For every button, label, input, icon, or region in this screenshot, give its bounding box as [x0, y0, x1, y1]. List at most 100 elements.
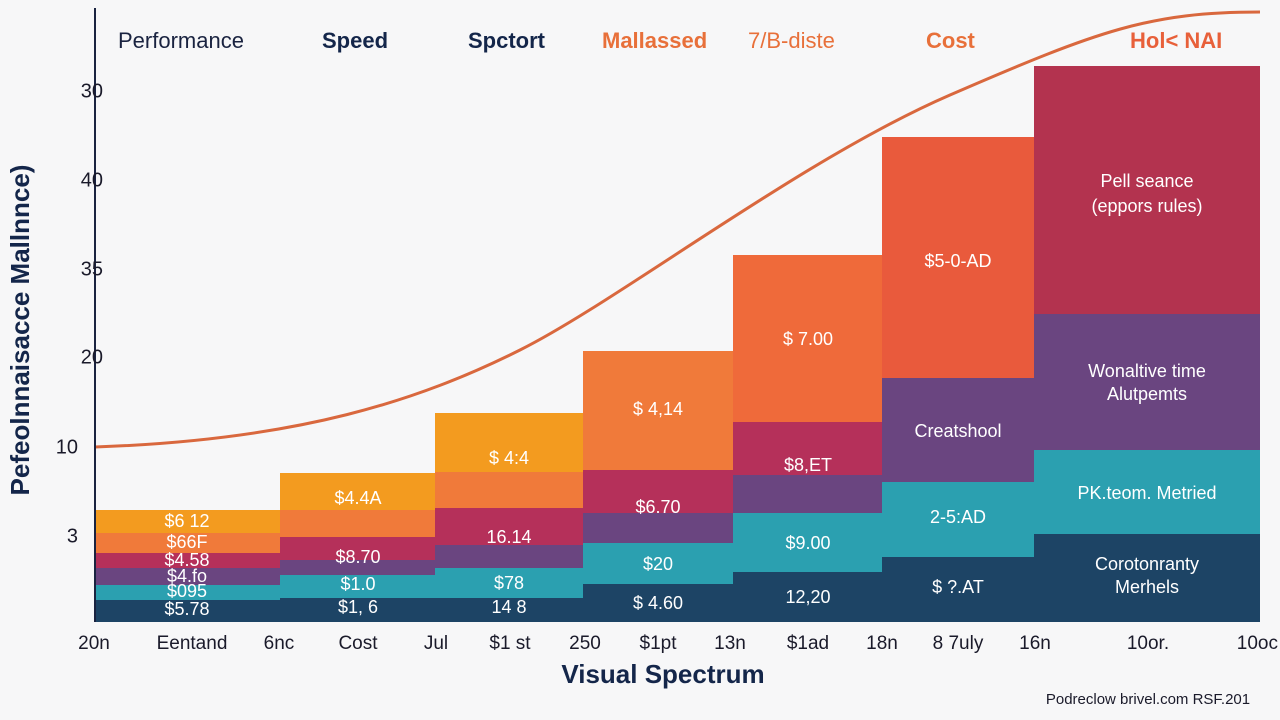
segment [435, 508, 583, 545]
column: $5-0-AD Creatshool 2-5:AD $ ?.AT [882, 137, 1034, 622]
segment-label: Pell seance [1100, 171, 1193, 191]
x-tick-label: $1ad [787, 633, 829, 654]
header-label: Hol< NAI [1130, 28, 1222, 53]
segment [583, 351, 733, 470]
segment-label: $66F [166, 532, 207, 552]
segment [435, 472, 583, 508]
segment-label: $1.0 [340, 574, 375, 594]
segment [882, 378, 1034, 482]
segment-label: $8.70 [335, 547, 380, 567]
segment [583, 543, 733, 584]
segment [733, 255, 882, 422]
segment-label: $4.58 [164, 550, 209, 570]
segment-label: 16.14 [486, 527, 531, 547]
segment-label: 2-5:AD [930, 507, 986, 527]
segment [280, 575, 435, 598]
segment-label: $5-0-AD [924, 251, 991, 271]
segment-label: Wonaltive time [1088, 361, 1206, 381]
column: $6 12 $66F $4.58 $4.fo $095 $5.78 [95, 510, 280, 622]
segment [583, 513, 733, 543]
y-axis: 30 40 35 20 10 3 Pefeolnnaisacce Mallnnc… [5, 80, 103, 547]
segment-label: 12,20 [785, 587, 830, 607]
segment [95, 533, 280, 553]
segment [733, 422, 882, 475]
x-tick-label: $1 st [489, 633, 531, 654]
column: Pell seance (eppors rules) Wonaltive tim… [1034, 66, 1260, 622]
x-tick-label: 20n [78, 633, 110, 654]
column: $ 4:4 16.14 $78 14 8 [435, 413, 583, 622]
segment-label: $ ?.AT [932, 577, 984, 597]
x-tick-label: Eentand [157, 633, 228, 654]
segment [95, 585, 280, 600]
x-tick-label: 250 [569, 633, 601, 654]
segment-label: $8,ET [784, 455, 832, 475]
y-tick-label: 3 [67, 525, 78, 547]
x-tick-label: Jul [424, 633, 448, 654]
segment-label: Merhels [1115, 577, 1179, 597]
y-tick-label: 30 [81, 80, 103, 102]
x-tick-label: 8 7uly [933, 633, 984, 654]
x-tick-label: 18n [866, 633, 898, 654]
segment-label: $4.4A [334, 488, 381, 508]
segment-label: $5.78 [164, 599, 209, 619]
segment-label: Alutpemts [1107, 384, 1187, 404]
segment-label: PK.teom. Metried [1077, 483, 1216, 503]
column: $4.4A $8.70 $1.0 $1, 6 [280, 473, 435, 622]
y-tick-label: 35 [81, 258, 103, 280]
segment-label: $095 [167, 581, 207, 601]
x-tick-label: 10oc [1237, 633, 1278, 654]
x-tick-label: 6nc [264, 633, 295, 654]
segment [280, 560, 435, 575]
segment [95, 553, 280, 568]
x-tick-label: $1pt [640, 633, 678, 654]
column: $ 4,14 $6.70 $20 $ 4.60 [583, 351, 733, 622]
segment [733, 572, 882, 622]
segment-label: Creatshool [914, 421, 1001, 441]
segment [733, 513, 882, 572]
segment-label: $78 [494, 573, 524, 593]
x-axis: 20n Eentand 6nc Cost Jul $1 st 250 $1pt … [78, 633, 1278, 689]
segment-label: $4.fo [167, 566, 207, 586]
x-tick-label: Cost [338, 633, 378, 654]
segment [435, 598, 583, 622]
segment-label: $ 4:4 [489, 448, 529, 468]
column: $ 7.00 $8,ET $9.00 12,20 [733, 255, 882, 622]
header-label: Performance [118, 28, 244, 53]
segment [435, 568, 583, 598]
segment [95, 510, 280, 533]
segment [280, 510, 435, 537]
segment-label: (eppors rules) [1091, 196, 1202, 216]
segment-label: $ 7.00 [783, 329, 833, 349]
segment [435, 545, 583, 568]
segment-label: Corotonranty [1095, 554, 1199, 574]
x-axis-title: Visual Spectrum [561, 659, 764, 689]
segment-label: $6.70 [635, 497, 680, 517]
segment [882, 137, 1034, 378]
segment [583, 470, 733, 513]
segment-label: $1, 6 [338, 597, 378, 617]
segment [583, 584, 733, 622]
segment [882, 482, 1034, 557]
segment [882, 557, 1034, 622]
segment-label: 14 8 [491, 597, 526, 617]
segment [280, 598, 435, 622]
segment-label: $6 12 [164, 511, 209, 531]
segment [280, 473, 435, 510]
trend-curve [94, 10, 1261, 449]
header-label: Spctort [468, 28, 546, 53]
segment [95, 568, 280, 585]
header-label: Cost [926, 28, 976, 53]
y-tick-label: 10 [56, 436, 78, 458]
segment-label: $20 [643, 554, 673, 574]
segment [1034, 66, 1260, 314]
x-tick-label: 10or. [1127, 633, 1169, 654]
y-tick-label: 20 [81, 346, 103, 368]
header-label: Speed [322, 28, 388, 53]
y-axis-title: Pefeolnnaisacce Mallnnce) [5, 165, 35, 496]
segment [1034, 450, 1260, 534]
header-label: 7/B-diste [748, 28, 835, 53]
segment-label: $9.00 [785, 533, 830, 553]
x-tick-label: 13n [714, 633, 746, 654]
segment [280, 537, 435, 560]
